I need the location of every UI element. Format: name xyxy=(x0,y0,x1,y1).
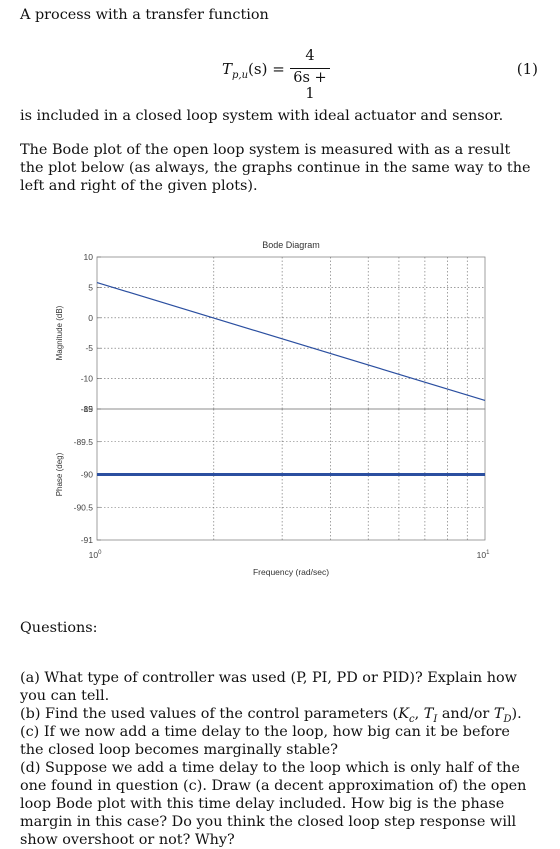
phase-ytick-label: -89 xyxy=(81,404,94,414)
after-equation-text: is included in a closed loop system with… xyxy=(20,108,504,124)
magnitude-ylabel: Magnitude (dB) xyxy=(55,305,64,360)
bode-plot: Bode Diagram 10 5 0 -5 -10 -15 Magnitude (dB) -8… xyxy=(55,240,490,577)
phase-ytick-label: -91 xyxy=(81,535,94,545)
magnitude-ytick-label: -15 xyxy=(81,404,94,414)
equation-number: (1) xyxy=(516,60,538,78)
magnitude-line xyxy=(96,281,486,402)
fraction-bar xyxy=(290,68,330,69)
magnitude-ytick-label: 0 xyxy=(88,313,93,323)
x-tick-label: 101 xyxy=(477,550,490,560)
bode-xlabel: Frequency (rad/sec) xyxy=(253,567,329,577)
magnitude-ytick-label: 10 xyxy=(84,252,94,262)
x-tick-label: 100 xyxy=(89,550,102,560)
phase-ylabel: Phase (deg) xyxy=(55,452,64,496)
question-a: (a) What type of controller was used (P,… xyxy=(20,670,517,704)
transfer-function-equation: Tp,u(s) = 4 6s + 1 (1) xyxy=(0,48,560,102)
questions-heading: Questions: xyxy=(20,620,98,636)
equation-lhs: Tp,u(s) = xyxy=(222,60,285,81)
question-c: (c) If we now add a time delay to the lo… xyxy=(20,724,510,758)
equation-denominator: 6s + 1 xyxy=(293,70,327,102)
magnitude-axes-frame xyxy=(96,256,486,410)
phase-ytick-label: -89.5 xyxy=(74,437,94,447)
phase-ytick-label: -90.5 xyxy=(74,502,94,512)
equation-numerator: 4 xyxy=(305,48,315,64)
bode-title: Bode Diagram xyxy=(262,240,320,250)
question-b: (b) Find the used values of the control … xyxy=(20,706,522,725)
magnitude-ytick-label: -10 xyxy=(81,374,94,384)
bode-intro-text: The Bode plot of the open loop system is… xyxy=(20,142,531,194)
question-d: (d) Suppose we add a time delay to the l… xyxy=(20,760,527,848)
magnitude-ytick-label: -5 xyxy=(85,343,93,353)
magnitude-ytick-label: 5 xyxy=(88,282,93,292)
phase-ytick-label: -90 xyxy=(81,470,94,480)
intro-text: A process with a transfer function xyxy=(20,7,269,23)
equation-fraction: 4 6s + 1 xyxy=(290,48,330,102)
